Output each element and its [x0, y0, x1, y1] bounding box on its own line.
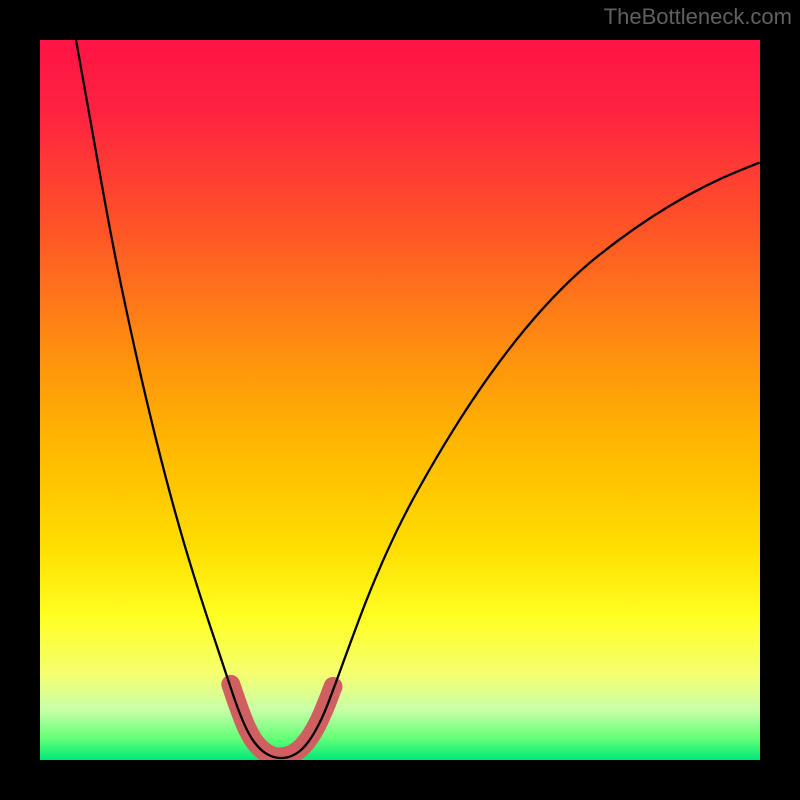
- chart-svg: TheBottleneck.com: [0, 0, 800, 800]
- watermark-text: TheBottleneck.com: [604, 4, 792, 29]
- plot-area-gradient: [40, 40, 760, 760]
- chart-root: TheBottleneck.com: [0, 0, 800, 800]
